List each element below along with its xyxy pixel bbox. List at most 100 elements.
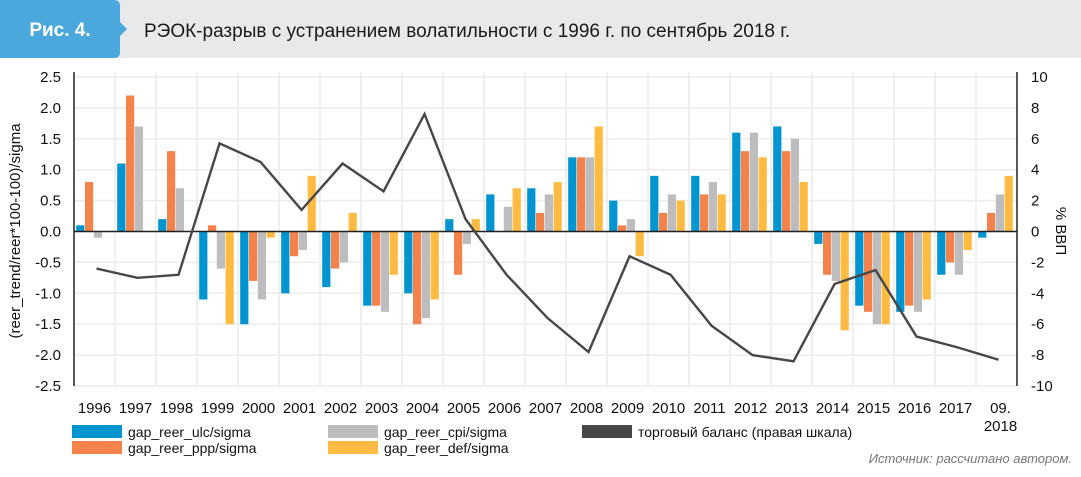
x-tick-label: 2001 — [283, 400, 316, 417]
x-tick-label: 1999 — [201, 400, 234, 417]
bar-cpi — [380, 231, 389, 312]
y-axis-label: (reer_trend/reer*100-100)/sigma — [7, 123, 24, 339]
bar-ulc — [978, 231, 987, 238]
bar-ppp — [249, 231, 258, 281]
bar-cpi — [790, 138, 799, 232]
bar-ulc — [404, 231, 413, 294]
legend-label-def: gap_reer_def/sigma — [384, 440, 509, 456]
bar-def — [389, 231, 398, 275]
x-tick-label: 2015 — [857, 400, 890, 417]
bar-def — [963, 231, 972, 251]
x-tick-label: 09. — [990, 400, 1011, 417]
bar-ppp — [782, 151, 791, 232]
bar-cpi — [913, 231, 922, 312]
bar-ppp — [372, 231, 381, 306]
bar-cpi — [134, 126, 143, 232]
bar-ulc — [240, 231, 249, 325]
legend-swatch-cpi — [328, 425, 378, 438]
y-tick-label: 2.5 — [40, 69, 61, 86]
header: Рис. 4. РЭОК-разрыв с устранением волати… — [0, 0, 1081, 58]
x-tick-label: 2009 — [611, 400, 644, 417]
y-tick-label: -1.0 — [35, 285, 61, 302]
x-tick-label: 2007 — [529, 400, 562, 417]
bar-ulc — [281, 231, 290, 294]
bars — [76, 95, 1013, 331]
bar-def — [1004, 175, 1013, 232]
bar-ulc — [814, 231, 823, 244]
x-tick-label: 1997 — [119, 400, 152, 417]
bar-cpi — [995, 194, 1004, 232]
y-tick-label: 2.0 — [40, 100, 61, 117]
bar-ppp — [331, 231, 340, 269]
bar-ulc — [568, 157, 577, 232]
bar-ppp — [290, 231, 299, 257]
trade-balance-line — [96, 111, 999, 363]
bar-cpi — [954, 231, 963, 275]
y-right-tick-label: 8 — [1031, 100, 1039, 117]
bar-ppp — [413, 231, 422, 325]
axes — [73, 72, 1018, 386]
bar-ppp — [905, 231, 914, 306]
bar-def — [348, 212, 357, 232]
tick-labels: 2.5 10 2.0 8 1.5 6 1.0 4 0.5 2 0.0 0 -0.5 -2 -1.0 -4 -1.… — [35, 69, 1053, 435]
bar-def — [881, 231, 890, 325]
y-tick-label: 1.5 — [40, 131, 61, 148]
x-tick-label: 2006 — [488, 400, 521, 417]
y-right-tick-label: -10 — [1031, 378, 1053, 395]
bar-cpi — [544, 194, 553, 232]
chart-title: РЭОК-разрыв с устранением волатильности … — [144, 21, 790, 42]
bar-ppp — [208, 225, 217, 232]
y-tick-label: 1.0 — [40, 162, 61, 179]
bar-cpi — [749, 132, 758, 232]
bar-ulc — [158, 219, 167, 232]
bar-cpi — [216, 231, 225, 269]
x-tick-label: 2005 — [447, 400, 480, 417]
x-tick-label: 1998 — [160, 400, 193, 417]
bar-def — [553, 182, 562, 232]
bar-cpi — [626, 219, 635, 232]
x-tick-label: 2004 — [406, 400, 439, 417]
bar-cpi — [667, 194, 676, 232]
bar-def — [225, 231, 234, 325]
bar-ppp — [536, 212, 545, 232]
bar-ppp — [700, 194, 709, 232]
bar-def — [266, 231, 275, 238]
bar-ppp — [167, 151, 176, 232]
x-tick-label: 2012 — [734, 400, 767, 417]
x-tick-label: 2018 — [984, 418, 1017, 435]
bar-ulc — [199, 231, 208, 300]
y-right-tick-label: 6 — [1031, 131, 1039, 148]
legend-label-ulc: gap_reer_ulc/sigma — [128, 424, 251, 440]
bar-ulc — [527, 188, 536, 232]
bar-def — [717, 194, 726, 232]
bar-ulc — [117, 163, 126, 232]
y-right-tick-label: -2 — [1031, 254, 1044, 271]
y-axis-right-label: % ВВП — [1052, 207, 1069, 255]
y-tick-label: 0.5 — [40, 193, 61, 210]
legend-swatch-ppp — [72, 441, 122, 454]
x-tick-label: 2014 — [816, 400, 849, 417]
x-tick-label: 2000 — [242, 400, 275, 417]
bar-ulc — [937, 231, 946, 275]
bar-ulc — [76, 225, 85, 232]
bar-ppp — [454, 231, 463, 275]
legend-swatch-def — [328, 441, 378, 454]
x-tick-label: 2011 — [693, 400, 725, 417]
x-tick-label: 2008 — [570, 400, 603, 417]
bar-cpi — [585, 157, 594, 232]
x-tick-label: 2017 — [939, 400, 972, 417]
header-background — [0, 0, 1081, 58]
bar-ppp — [659, 212, 668, 232]
bar-ppp — [85, 182, 94, 232]
bar-ppp — [823, 231, 832, 275]
bar-ulc — [650, 175, 659, 232]
bar-def — [471, 219, 480, 232]
bar-ulc — [445, 219, 454, 232]
source-note: Источник: рассчитано автором. — [869, 451, 1072, 466]
y-right-tick-label: 10 — [1031, 69, 1048, 86]
bar-cpi — [831, 231, 840, 281]
bar-cpi — [175, 188, 184, 232]
y-right-tick-label: -4 — [1031, 285, 1044, 302]
y-right-tick-label: -6 — [1031, 316, 1044, 333]
